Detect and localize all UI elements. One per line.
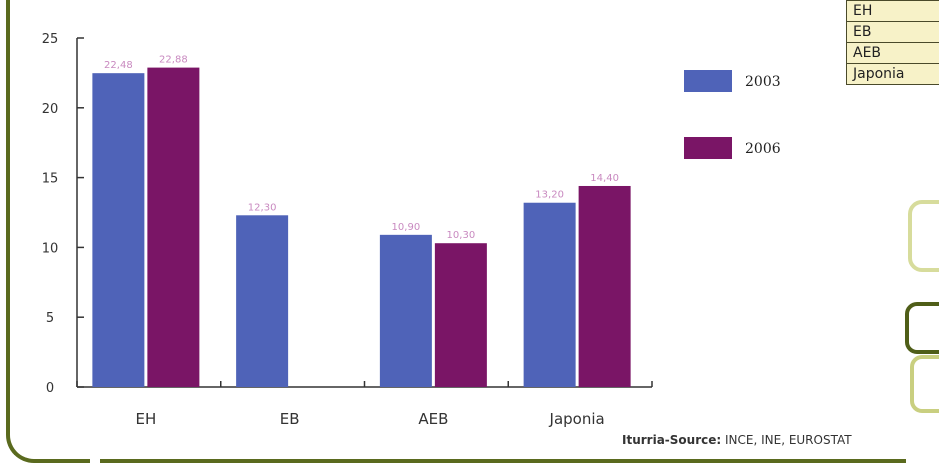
- x-tick-label: EB: [280, 410, 300, 428]
- y-tick-label: 0: [46, 381, 54, 396]
- data-label: 14,40: [590, 173, 619, 184]
- legend-label: 2003: [745, 74, 781, 90]
- legend-swatch: [684, 70, 732, 92]
- decorative-box: [905, 302, 939, 354]
- x-tick-label: AEB: [418, 410, 448, 428]
- table-cell: AEB: [846, 42, 939, 64]
- table-row: AEB: [846, 42, 939, 64]
- legend-label: 2006: [745, 141, 781, 157]
- y-tick-label: 10: [42, 241, 59, 256]
- bar: [434, 243, 487, 387]
- y-tick-label: 15: [42, 172, 59, 187]
- bar: [578, 185, 631, 387]
- bar: [147, 67, 200, 387]
- bar: [92, 73, 145, 387]
- decorative-box: [910, 355, 939, 413]
- bar: [379, 234, 432, 387]
- chart-data-labels: 22,48 12,30 10,90 13,20 22,88 10,30 14,40: [104, 55, 619, 242]
- source-note: Iturria-Source: INCE, INE, EUROSTAT: [622, 433, 939, 447]
- chart-legend: 2003 2006: [684, 70, 781, 159]
- data-label: 12,30: [248, 202, 277, 213]
- x-tick-label: EH: [135, 410, 156, 428]
- bar-chart: 0 5 10 15 20 25 EH EB AEB Japonia 22,48 12,30 10,90…: [42, 32, 781, 428]
- table-cell: EB: [846, 21, 939, 43]
- table-row: Japonia: [846, 63, 939, 85]
- y-tick-label: 20: [42, 102, 59, 117]
- chart-bars: [92, 67, 631, 387]
- frame-border-end: [90, 459, 100, 464]
- data-label: 10,30: [447, 230, 476, 241]
- data-label: 22,88: [159, 55, 188, 66]
- table-row: EB: [846, 21, 939, 43]
- data-label: 13,20: [535, 190, 564, 201]
- bar: [236, 215, 289, 387]
- legend-swatch: [684, 137, 732, 159]
- table-cell: EH: [846, 0, 939, 22]
- y-tick-label: 25: [42, 32, 59, 47]
- decorative-box: [908, 200, 939, 272]
- side-table: EH EB AEB Japonia: [846, 0, 939, 85]
- table-cell: Japonia: [846, 63, 939, 85]
- table-row: EH: [846, 0, 939, 22]
- bar: [523, 202, 576, 387]
- data-label: 10,90: [392, 222, 421, 233]
- source-label: Iturria-Source:: [622, 433, 722, 447]
- x-tick-label: Japonia: [549, 410, 605, 428]
- data-label: 22,48: [104, 60, 133, 71]
- y-tick-label: 5: [46, 311, 54, 326]
- source-text: INCE, INE, EUROSTAT: [721, 433, 852, 447]
